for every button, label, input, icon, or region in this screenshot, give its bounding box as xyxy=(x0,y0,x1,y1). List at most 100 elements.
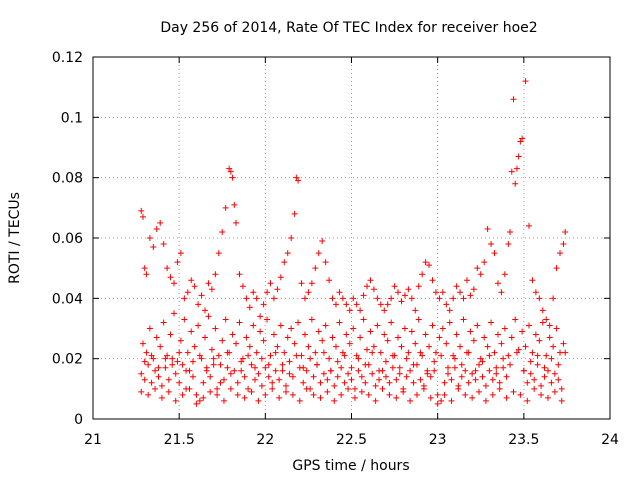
data-point xyxy=(253,295,260,302)
data-point xyxy=(470,286,477,293)
data-point xyxy=(281,349,288,356)
data-point xyxy=(202,334,209,341)
data-point xyxy=(353,301,360,308)
data-point xyxy=(155,364,162,371)
x-axis-title: GPS time / hours xyxy=(292,458,409,474)
data-point xyxy=(246,304,253,311)
data-point xyxy=(269,379,276,386)
data-point xyxy=(255,370,262,377)
data-point xyxy=(417,349,424,356)
data-point xyxy=(365,391,372,398)
data-point xyxy=(407,367,414,374)
data-point xyxy=(481,334,488,341)
data-point xyxy=(501,271,508,278)
data-point xyxy=(488,241,495,248)
data-point xyxy=(462,391,469,398)
data-point xyxy=(262,391,269,398)
data-point xyxy=(139,213,146,220)
data-point xyxy=(196,397,203,404)
data-point xyxy=(272,367,279,374)
data-point xyxy=(277,322,284,329)
data-point xyxy=(220,376,227,383)
data-point xyxy=(341,379,348,386)
data-point xyxy=(236,271,243,278)
data-point xyxy=(403,355,410,362)
data-point xyxy=(422,259,429,266)
data-point xyxy=(208,286,215,293)
data-point xyxy=(153,334,160,341)
data-point xyxy=(346,307,353,314)
data-point xyxy=(434,400,441,407)
data-point xyxy=(215,352,222,359)
data-point xyxy=(326,277,333,284)
data-point xyxy=(489,391,496,398)
data-point xyxy=(331,397,338,404)
data-point xyxy=(505,352,512,359)
data-point xyxy=(355,355,362,362)
data-point xyxy=(408,295,415,302)
data-point xyxy=(367,328,374,335)
chart-title: Day 256 of 2014, Rate Of TEC Index for r… xyxy=(160,20,537,36)
data-point xyxy=(379,385,386,392)
data-point xyxy=(357,307,364,314)
data-point xyxy=(395,289,402,296)
data-point xyxy=(550,343,557,350)
data-point xyxy=(181,316,188,323)
data-point xyxy=(443,301,450,308)
data-point xyxy=(426,343,433,350)
data-point xyxy=(424,367,431,374)
data-point xyxy=(526,222,533,229)
data-point xyxy=(539,307,546,314)
data-point xyxy=(389,364,396,371)
data-point xyxy=(277,274,284,281)
data-point xyxy=(267,352,274,359)
data-point xyxy=(493,364,500,371)
data-point xyxy=(286,358,293,365)
data-point xyxy=(246,343,253,350)
data-point xyxy=(138,370,145,377)
data-point xyxy=(434,391,441,398)
data-point xyxy=(338,391,345,398)
data-point xyxy=(510,96,517,103)
data-point xyxy=(141,358,148,365)
data-point xyxy=(377,301,384,308)
data-point xyxy=(207,373,214,380)
data-point xyxy=(162,364,169,371)
data-point xyxy=(500,355,507,362)
data-point xyxy=(253,349,260,356)
data-point xyxy=(164,265,171,272)
data-point xyxy=(517,138,524,145)
data-point xyxy=(465,379,472,386)
data-point xyxy=(315,250,322,257)
data-point xyxy=(286,370,293,377)
data-point xyxy=(233,219,240,226)
data-point xyxy=(319,238,326,245)
data-point xyxy=(336,319,343,326)
data-point xyxy=(153,225,160,232)
data-point xyxy=(260,337,267,344)
data-point xyxy=(195,322,202,329)
data-point xyxy=(508,334,515,341)
data-point xyxy=(382,358,389,365)
data-point xyxy=(265,373,272,380)
data-point xyxy=(527,370,534,377)
data-point xyxy=(372,382,379,389)
data-point xyxy=(157,219,164,226)
data-point xyxy=(410,361,417,368)
data-point xyxy=(345,370,352,377)
data-point xyxy=(179,361,186,368)
data-point xyxy=(198,355,205,362)
y-tick-label: 0.04 xyxy=(52,291,83,307)
data-point xyxy=(217,379,224,386)
data-point xyxy=(145,391,152,398)
data-point xyxy=(210,355,217,362)
data-point xyxy=(231,367,238,374)
data-point xyxy=(301,331,308,338)
data-point xyxy=(431,358,438,365)
data-point xyxy=(367,277,374,284)
data-point xyxy=(446,307,453,314)
data-point xyxy=(322,322,329,329)
data-point xyxy=(339,295,346,302)
data-point xyxy=(551,388,558,395)
data-point xyxy=(217,361,224,368)
